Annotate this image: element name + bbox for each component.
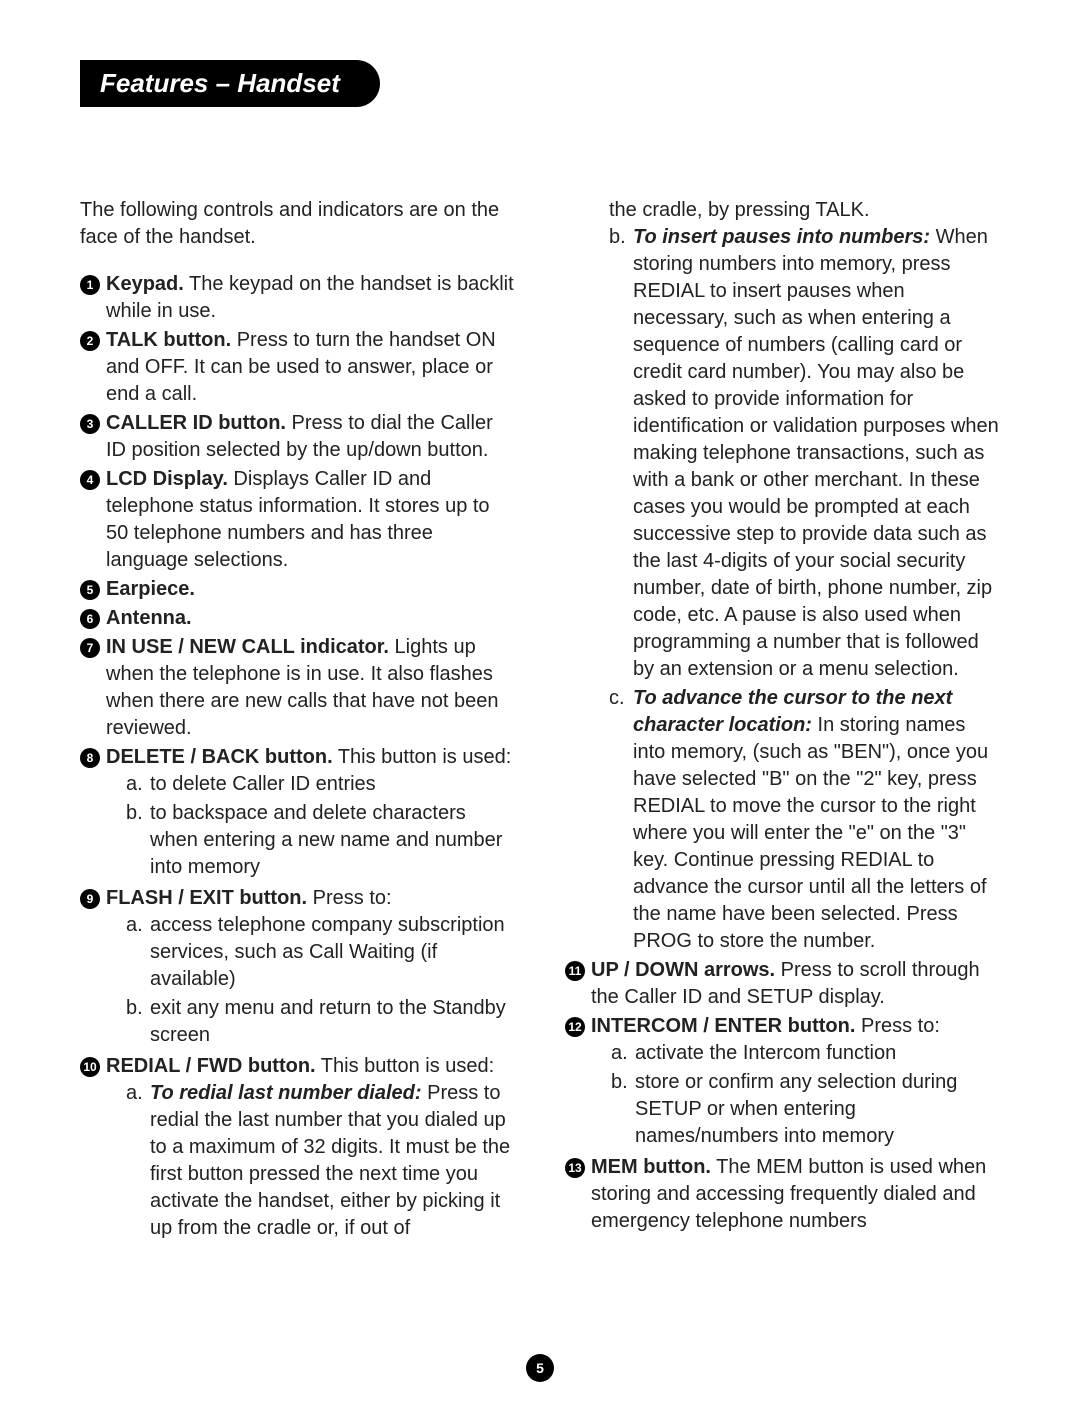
- badge-icon: 5: [80, 580, 100, 600]
- sub-lead: To redial last number dialed:: [150, 1082, 422, 1104]
- feature-title: REDIAL / FWD button.: [106, 1055, 316, 1077]
- page-number: 5: [526, 1354, 554, 1382]
- badge-icon: 10: [80, 1057, 100, 1077]
- feature-title: Keypad.: [106, 273, 184, 295]
- sub-letter: b.: [611, 1069, 635, 1150]
- right-column: the cradle, by pressing TALK. b. To inse…: [565, 197, 1000, 1246]
- sub-text: to delete Caller ID entries: [150, 771, 515, 798]
- feature-callerid: 3 CALLER ID button. Press to dial the Ca…: [80, 410, 515, 464]
- feature-talk: 2 TALK button. Press to turn the handset…: [80, 327, 515, 408]
- continuation-text: the cradle, by pressing TALK.: [565, 197, 1000, 224]
- sub-text: access telephone company subscription se…: [150, 912, 515, 993]
- feature-updown: 11 UP / DOWN arrows. Press to scroll thr…: [565, 957, 1000, 1011]
- sub-letter: b.: [609, 224, 633, 683]
- sub-rest: When storing numbers into memory, press …: [633, 226, 999, 680]
- feature-title: IN USE / NEW CALL indicator.: [106, 636, 389, 658]
- badge-icon: 9: [80, 889, 100, 909]
- left-column: The following controls and indicators ar…: [80, 197, 515, 1246]
- sub-text: exit any menu and return to the Standby …: [150, 995, 515, 1049]
- sub-text: store or confirm any selection during SE…: [635, 1069, 1000, 1150]
- sub-letter: b.: [126, 995, 150, 1049]
- feature-antenna: 6 Antenna.: [80, 605, 515, 632]
- feature-delete: 8 DELETE / BACK button. This button is u…: [80, 744, 515, 883]
- sub-letter: a.: [126, 771, 150, 798]
- section-header: Features – Handset: [80, 60, 380, 107]
- badge-icon: 2: [80, 331, 100, 351]
- feature-inuse: 7 IN USE / NEW CALL indicator. Lights up…: [80, 634, 515, 742]
- feature-redial: 10 REDIAL / FWD button. This button is u…: [80, 1053, 515, 1244]
- feature-title: LCD Display.: [106, 468, 228, 490]
- badge-icon: 13: [565, 1158, 585, 1178]
- badge-icon: 4: [80, 470, 100, 490]
- badge-icon: 6: [80, 609, 100, 629]
- feature-desc: Press to:: [307, 887, 391, 909]
- badge-icon: 1: [80, 275, 100, 295]
- sub-lead: To insert pauses into numbers:: [633, 226, 930, 248]
- badge-icon: 7: [80, 638, 100, 658]
- sublist: a.access telephone company subscription …: [106, 912, 515, 1049]
- feature-title: TALK button.: [106, 329, 231, 351]
- badge-icon: 12: [565, 1017, 585, 1037]
- sub-text: activate the Intercom function: [635, 1040, 1000, 1067]
- sublist: a.activate the Intercom function b.store…: [591, 1040, 1000, 1150]
- sub-letter: c.: [609, 685, 633, 955]
- sublist: a. To redial last number dialed: Press t…: [106, 1080, 515, 1242]
- badge-icon: 3: [80, 414, 100, 434]
- feature-title: Antenna.: [106, 607, 192, 629]
- sub-letter: a.: [126, 1080, 150, 1242]
- page: Features – Handset The following control…: [0, 0, 1080, 1412]
- sub-rest: In storing names into memory, (such as "…: [633, 714, 988, 952]
- feature-keypad: 1 Keypad. The keypad on the handset is b…: [80, 271, 515, 325]
- badge-icon: 8: [80, 748, 100, 768]
- feature-title: UP / DOWN arrows.: [591, 959, 775, 981]
- feature-flash: 9 FLASH / EXIT button. Press to: a.acces…: [80, 885, 515, 1051]
- feature-lcd: 4 LCD Display. Displays Caller ID and te…: [80, 466, 515, 574]
- sub-letter: a.: [611, 1040, 635, 1067]
- badge-icon: 11: [565, 961, 585, 981]
- sub-letter: a.: [126, 912, 150, 993]
- feature-title: DELETE / BACK button.: [106, 746, 333, 768]
- feature-earpiece: 5 Earpiece.: [80, 576, 515, 603]
- feature-title: MEM button.: [591, 1156, 711, 1178]
- feature-title: Earpiece.: [106, 578, 195, 600]
- sublist: b. To insert pauses into numbers: When s…: [565, 224, 1000, 955]
- sub-text: to backspace and delete characters when …: [150, 800, 515, 881]
- feature-title: CALLER ID button.: [106, 412, 286, 434]
- content-columns: The following controls and indicators ar…: [80, 197, 1000, 1246]
- sub-letter: b.: [126, 800, 150, 881]
- feature-title: INTERCOM / ENTER button.: [591, 1015, 855, 1037]
- feature-title: FLASH / EXIT button.: [106, 887, 307, 909]
- sub-rest: Press to redial the last number that you…: [150, 1082, 510, 1239]
- feature-desc: This button is used:: [333, 746, 512, 768]
- intro-text: The following controls and indicators ar…: [80, 197, 515, 251]
- feature-desc: This button is used:: [316, 1055, 495, 1077]
- sublist: a.to delete Caller ID entries b.to backs…: [106, 771, 515, 881]
- feature-mem: 13 MEM button. The MEM button is used wh…: [565, 1154, 1000, 1235]
- feature-intercom: 12 INTERCOM / ENTER button. Press to: a.…: [565, 1013, 1000, 1152]
- feature-desc: Press to:: [855, 1015, 939, 1037]
